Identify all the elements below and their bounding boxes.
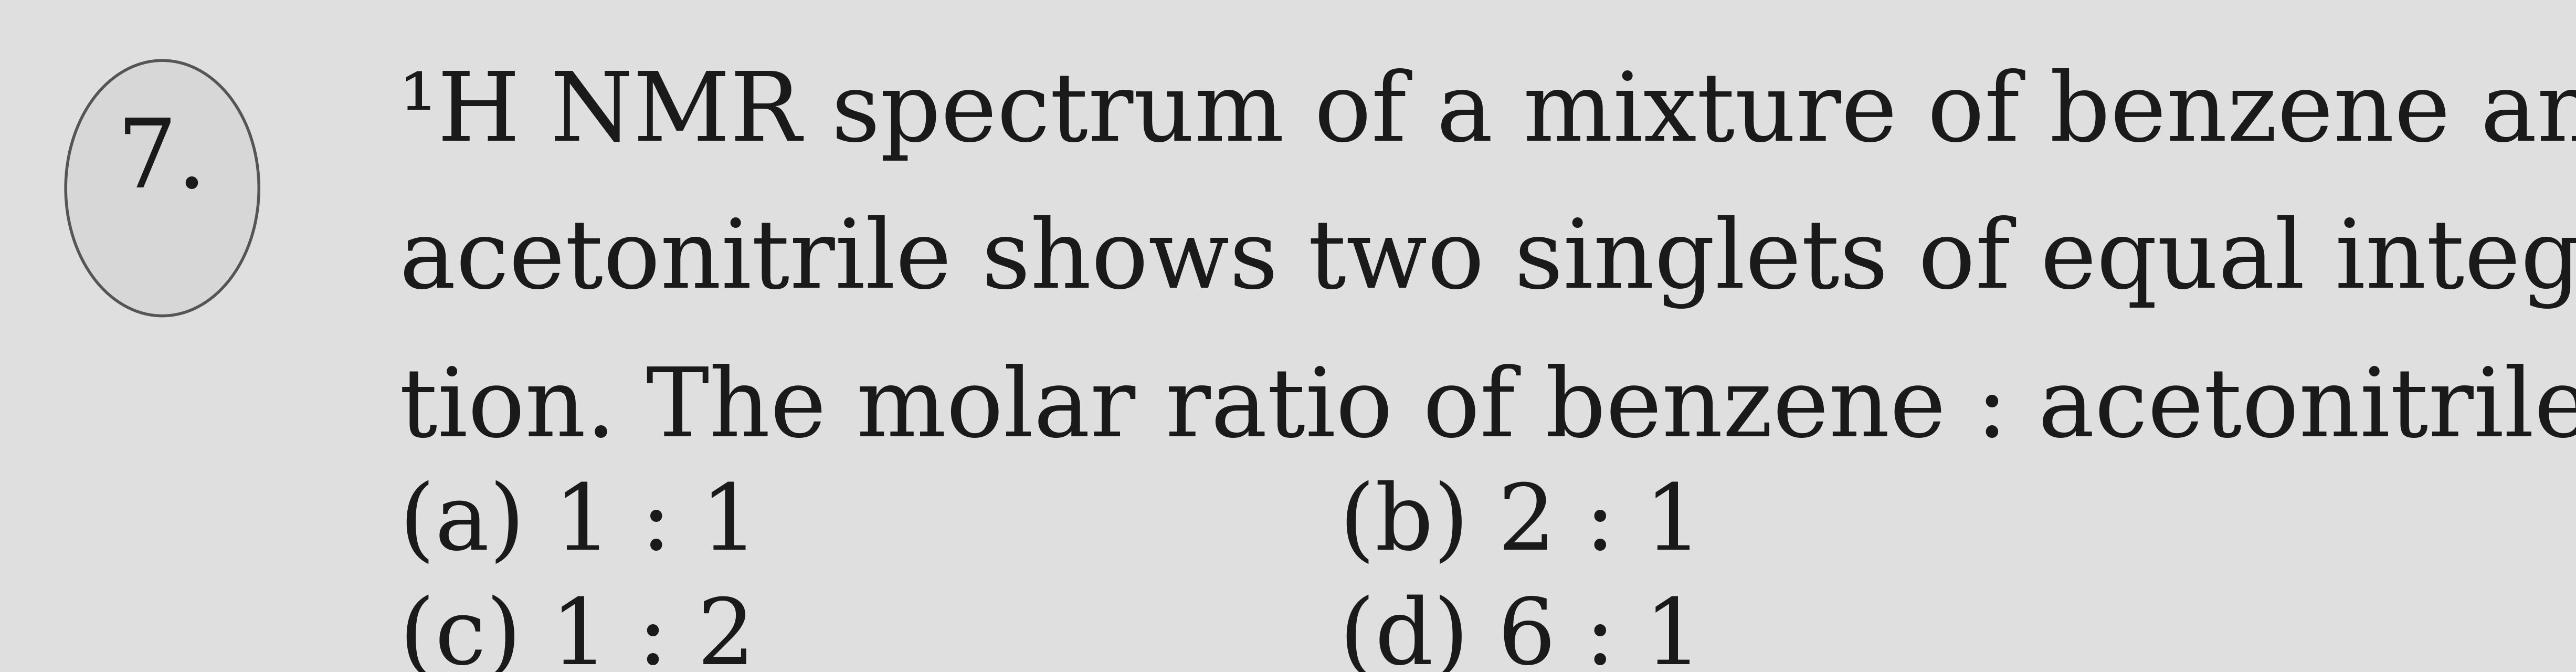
Text: (d) 6 : 1: (d) 6 : 1 <box>1340 594 1703 672</box>
Text: (a) 1 : 1: (a) 1 : 1 <box>399 480 757 569</box>
Ellipse shape <box>67 60 258 316</box>
Text: 7.: 7. <box>116 115 209 208</box>
Text: ¹H NMR spectrum of a mixture of benzene and: ¹H NMR spectrum of a mixture of benzene … <box>399 68 2576 161</box>
Text: (c) 1 : 2: (c) 1 : 2 <box>399 594 755 672</box>
Text: tion. The molar ratio of benzene : acetonitrile is: tion. The molar ratio of benzene : aceto… <box>399 364 2576 456</box>
Text: acetonitrile shows two singlets of equal integra-: acetonitrile shows two singlets of equal… <box>399 215 2576 309</box>
Text: (b) 2 : 1: (b) 2 : 1 <box>1340 480 1703 569</box>
